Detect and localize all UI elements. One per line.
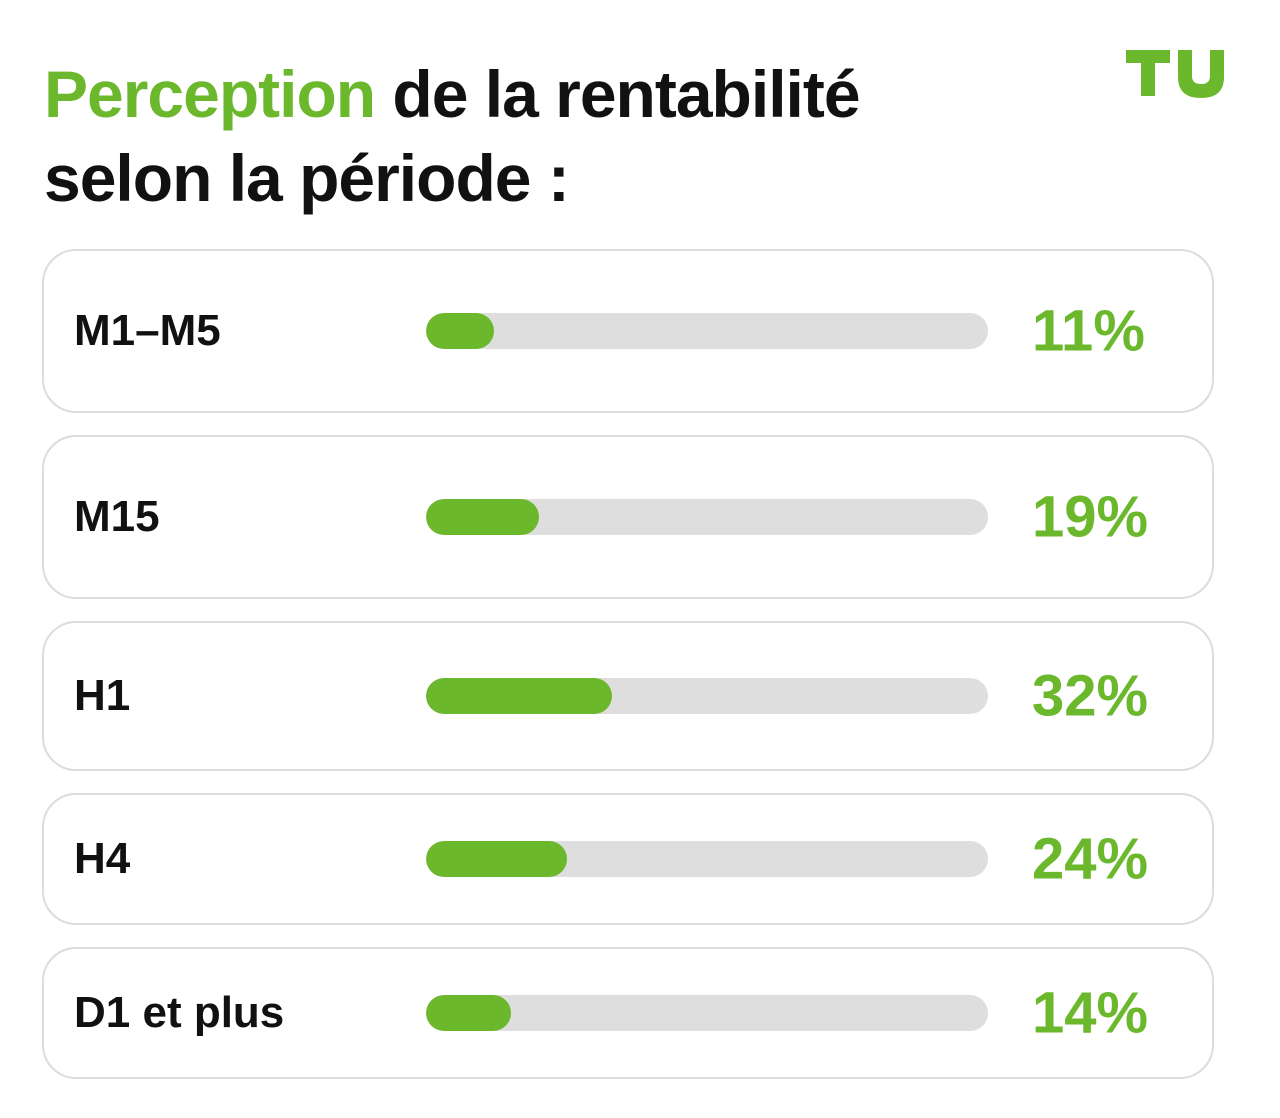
- category-label: H1: [74, 671, 131, 720]
- tu-logo-u: [1178, 50, 1224, 98]
- tu-logo-t: [1126, 50, 1170, 96]
- bar-row: M15 19%: [42, 435, 1214, 599]
- title-accent: Perception: [44, 57, 376, 131]
- bar-track: [426, 841, 988, 877]
- bar-fill: [426, 313, 494, 349]
- bar-track: [426, 499, 988, 535]
- bar-row: H4 24%: [42, 793, 1214, 925]
- category-label: M15: [74, 492, 160, 541]
- bar-row: M1–M5 11%: [42, 249, 1214, 413]
- category-label: H4: [74, 834, 131, 883]
- title-rest: de la rentabilité selon la période :: [44, 57, 861, 215]
- value-label: 14%: [1032, 980, 1149, 1046]
- category-label: M1–M5: [74, 306, 221, 355]
- bar-track: [426, 313, 988, 349]
- bar-track: [426, 678, 988, 714]
- bar-fill: [426, 499, 539, 535]
- bar-fill: [426, 995, 511, 1031]
- tu-logo: TU: [1126, 44, 1232, 104]
- bar-row: D1 et plus 14%: [42, 947, 1214, 1079]
- bar-fill: [426, 678, 612, 714]
- bar-track: [426, 995, 988, 1031]
- value-label: 11%: [1032, 298, 1145, 364]
- value-label: 19%: [1032, 484, 1149, 550]
- tu-logo-icon: [1126, 50, 1224, 98]
- logo-text: TU: [1232, 44, 1233, 45]
- bar-rows: M1–M5 11% M15 19% H1 32% H4 24% D1 et plus 14%: [42, 249, 1214, 1079]
- chart-title: Perception de la rentabilité selon la pé…: [44, 52, 1044, 220]
- value-label: 32%: [1032, 663, 1149, 729]
- value-label: 24%: [1032, 826, 1149, 892]
- bar-fill: [426, 841, 567, 877]
- category-label: D1 et plus: [74, 988, 285, 1037]
- bar-row: H1 32%: [42, 621, 1214, 771]
